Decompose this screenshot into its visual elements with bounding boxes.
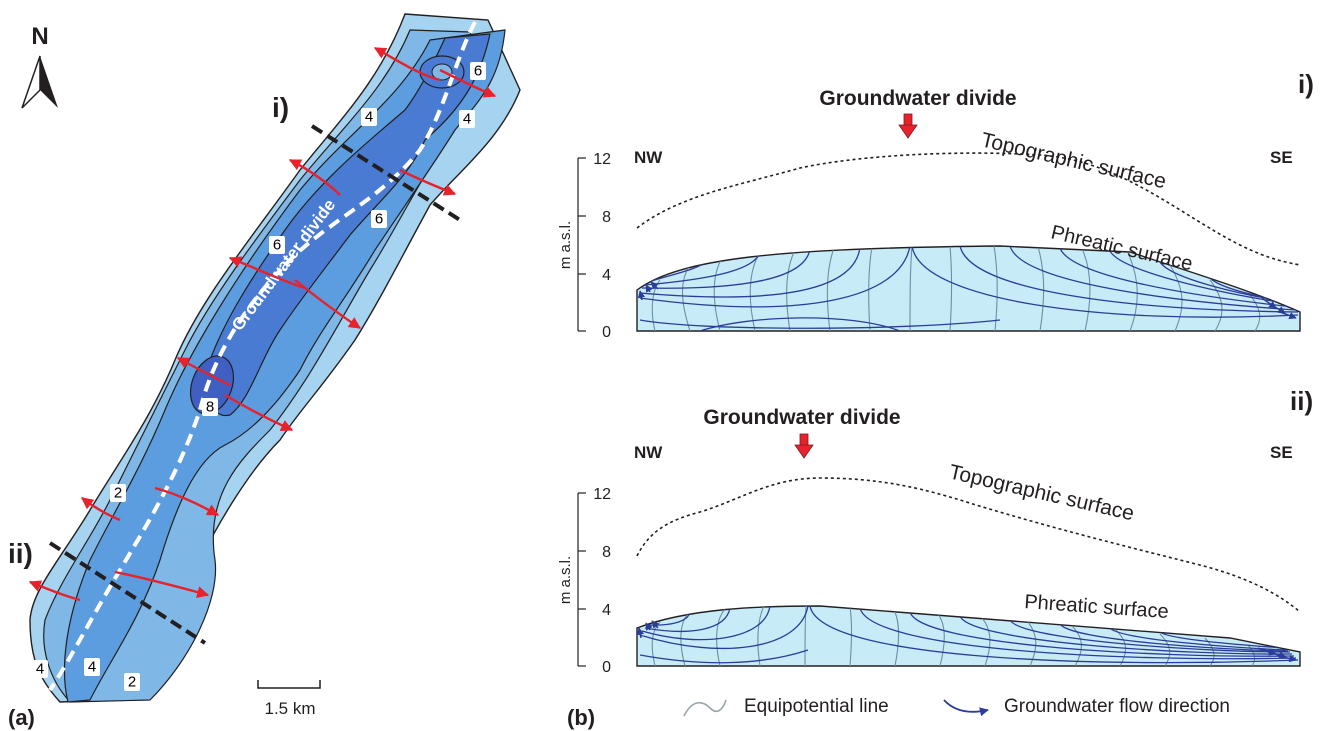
section-ii-se: SE xyxy=(1270,443,1293,462)
section-ii-tick: 0 xyxy=(602,659,611,676)
section-i-nw: NW xyxy=(634,148,663,167)
section-ii-axis-label: m a.s.l. xyxy=(557,556,574,604)
map-panel: N Groundwater divide i) xyxy=(8,13,521,730)
map-section-line-ii xyxy=(48,541,207,645)
map-contour-label: 8 xyxy=(202,398,218,416)
section-i-divide-arrow-icon xyxy=(898,113,918,139)
cross-section-i: i) Groundwater divide NW SE 12 8 4 0 m a… xyxy=(557,69,1314,341)
svg-text:4: 4 xyxy=(463,111,471,128)
svg-text:2: 2 xyxy=(128,674,136,691)
section-i-axis-label: m a.s.l. xyxy=(557,221,574,269)
section-i-topographic-line xyxy=(636,152,1301,266)
map-flow-arrow xyxy=(114,570,210,598)
map-flow-arrow xyxy=(176,356,231,387)
section-ii-topographic-label: Topographic surface xyxy=(947,460,1136,525)
section-i-tick: 12 xyxy=(593,151,611,168)
map-flow-arrows xyxy=(28,46,497,602)
map-flow-arrow xyxy=(399,168,457,196)
section-ii-flow-arrow-icon xyxy=(636,620,1297,663)
map-zone-6 xyxy=(207,33,491,417)
svg-text:2: 2 xyxy=(114,485,122,502)
section-i-se: SE xyxy=(1270,148,1293,167)
section-ii-marker: ii) xyxy=(1290,386,1313,416)
map-flow-arrow xyxy=(373,46,441,82)
legend-equipotential-label: Equipotential line xyxy=(744,696,889,717)
section-ii-divide-label: Groundwater divide xyxy=(703,406,900,429)
map-flow-arrow xyxy=(228,256,306,290)
section-i-divide-label: Groundwater divide xyxy=(819,87,1016,110)
section-ii-divide-arrow-icon xyxy=(794,433,814,459)
section-ii-tick: 4 xyxy=(602,602,611,619)
panel-label-a: (a) xyxy=(8,705,35,730)
section-ii-axis xyxy=(577,492,586,667)
section-i-flow-lines xyxy=(639,246,1299,331)
map-contour-label: 4 xyxy=(361,108,377,126)
panel-label-b: (b) xyxy=(567,705,595,730)
cross-section-ii: ii) Groundwater divide NW SE 12 8 4 0 m … xyxy=(557,386,1313,676)
section-ii-tick: 12 xyxy=(593,486,611,503)
map-flow-arrow xyxy=(439,68,497,98)
section-i-equipotential-lines xyxy=(651,246,1261,331)
section-i-tick: 0 xyxy=(602,324,611,341)
map-divide-line xyxy=(48,21,477,692)
section-i-tick: 8 xyxy=(602,209,611,226)
svg-text:4: 4 xyxy=(36,661,44,678)
map-contour-label: 2 xyxy=(124,673,140,691)
section-ii-topographic-line xyxy=(636,477,1301,613)
svg-text:6: 6 xyxy=(474,63,482,80)
section-ii-tick: 8 xyxy=(602,544,611,561)
section-i-flow-arrow-icon xyxy=(637,281,1297,320)
map-scale-label: 1.5 km xyxy=(264,699,315,718)
map-contour-label: 2 xyxy=(110,484,126,502)
map-zone-4 xyxy=(63,29,506,703)
section-ii-nw: NW xyxy=(634,443,663,462)
map-contour-label: 4 xyxy=(459,110,475,128)
map-flow-arrow xyxy=(81,497,121,522)
svg-text:4: 4 xyxy=(88,659,96,676)
map-contour-label: 6 xyxy=(470,62,486,80)
legend-flow-icon xyxy=(943,699,989,717)
svg-text:6: 6 xyxy=(375,211,383,228)
section-ii-phreatic-label: Phreatic surface xyxy=(1024,591,1170,623)
section-i-tick: 4 xyxy=(602,267,611,284)
map-flow-arrow xyxy=(154,486,220,517)
svg-text:6: 6 xyxy=(273,237,281,254)
map-contour-label: 6 xyxy=(269,236,285,254)
map-section-line-i xyxy=(310,124,462,222)
map-flow-arrow xyxy=(28,580,81,602)
legend-flow-label: Groundwater flow direction xyxy=(1004,696,1230,717)
section-i-topographic-label: Topographic surface xyxy=(979,128,1168,193)
legend: Equipotential line Groundwater flow dire… xyxy=(683,696,1230,717)
map-contour-label: 4 xyxy=(32,660,48,678)
legend-equipotential-icon xyxy=(683,699,727,717)
north-label: N xyxy=(31,23,48,50)
svg-text:8: 8 xyxy=(206,399,214,416)
map-contour-label: 6 xyxy=(371,210,387,228)
map-contour-label: 4 xyxy=(84,658,100,676)
north-arrow-icon xyxy=(21,55,58,109)
svg-text:4: 4 xyxy=(365,109,373,126)
map-section-ii-label: ii) xyxy=(8,538,33,569)
map-flow-arrow xyxy=(294,279,362,330)
map-flow-arrow xyxy=(224,393,294,432)
map-section-i-label: i) xyxy=(272,92,289,123)
map-scale-bar xyxy=(257,680,321,689)
map-flow-arrow xyxy=(288,158,341,196)
section-i-marker: i) xyxy=(1298,69,1314,99)
section-i-axis xyxy=(577,157,586,332)
